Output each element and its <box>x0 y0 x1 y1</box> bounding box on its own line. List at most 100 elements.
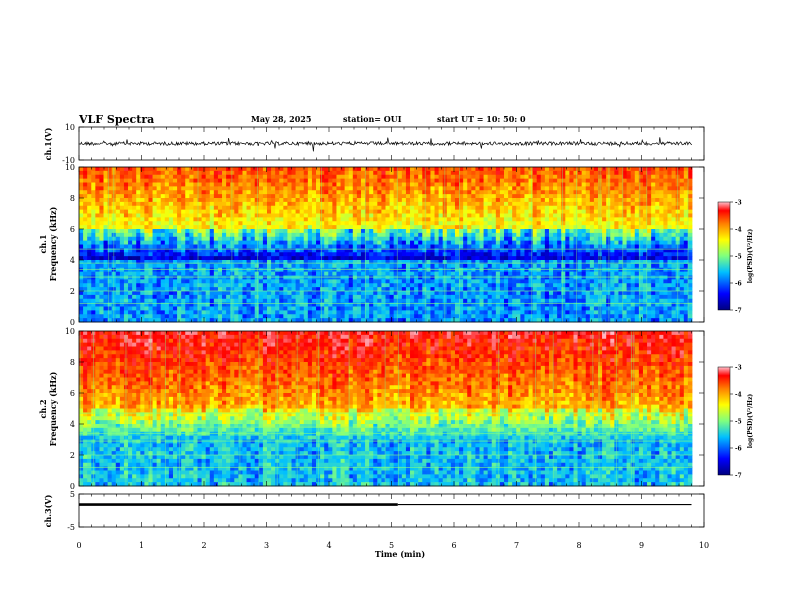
spectrogram-cell <box>385 298 390 304</box>
spectrogram-cell <box>397 209 403 214</box>
spectrogram-cell <box>557 186 562 191</box>
spectrogram-cell <box>316 194 321 199</box>
spectrogram-cell <box>205 225 211 230</box>
spectrogram-cell <box>103 186 109 191</box>
spectrogram-cell <box>569 260 574 265</box>
spectrogram-cell <box>336 256 341 261</box>
spectrogram-cell <box>434 283 440 288</box>
spectrogram-cell <box>487 167 493 172</box>
spectrogram-cell <box>271 267 276 273</box>
spectrogram-cell <box>508 240 513 245</box>
spectrogram-cell <box>569 256 574 261</box>
spectrogram-cell <box>475 283 480 288</box>
spectrogram-cell <box>532 302 538 307</box>
spectrogram-cell <box>528 190 534 195</box>
spectrogram-cell <box>119 302 125 307</box>
spectrogram-cell <box>328 314 333 319</box>
spectrogram-cell <box>487 287 493 292</box>
spectrogram-cell <box>238 201 243 207</box>
spectrogram-cell <box>95 190 100 195</box>
spectrogram-cell <box>307 244 313 249</box>
spectrogram-cell <box>389 298 395 304</box>
spectrogram-cell <box>217 190 223 195</box>
spectrogram-cell <box>467 252 472 257</box>
spectrogram-cell <box>156 256 162 261</box>
spectrogram-cell <box>250 167 256 172</box>
spectrogram-cell <box>287 310 292 315</box>
spectrogram-cell <box>491 205 497 211</box>
spectrogram-cell <box>532 279 538 284</box>
spectrogram-cell <box>291 263 296 269</box>
spectrogram-cell <box>483 318 489 323</box>
spectrogram-cell <box>385 260 390 265</box>
spectrogram-cell <box>483 174 489 180</box>
spectrogram-cell <box>352 205 358 211</box>
spectrogram-cell <box>262 287 268 292</box>
spectrogram-cell <box>479 248 484 253</box>
spectrogram-cell <box>499 302 505 307</box>
spectrogram-cell <box>479 229 484 234</box>
spectrogram-cell <box>316 244 321 249</box>
spectrogram-cell <box>246 213 252 218</box>
spectrogram-cell <box>168 291 174 296</box>
spectrogram-cell <box>213 306 219 311</box>
spectrogram-cell <box>536 260 542 265</box>
spectrogram-cell <box>140 294 145 300</box>
spectrogram-cell <box>483 314 489 319</box>
spectrogram-cell <box>471 302 476 307</box>
spectrogram-cell <box>311 287 317 292</box>
spectrogram-cell <box>508 294 513 300</box>
spectrogram-cell <box>156 186 162 191</box>
spectrogram-cell <box>303 198 309 203</box>
spectrogram-cell <box>565 182 570 187</box>
spectrogram-cell <box>148 275 153 280</box>
spectrogram-cell <box>95 275 100 280</box>
spectrogram-cell <box>136 186 141 191</box>
spectrogram-cell <box>512 178 517 183</box>
spectrogram-cell <box>209 209 215 214</box>
spectrogram-cell <box>463 244 468 249</box>
spectrogram-cell <box>520 205 525 211</box>
spectrogram-cell <box>320 244 325 249</box>
spectrogram-cell <box>213 279 219 284</box>
spectrogram-cell <box>189 240 194 245</box>
spectrogram-cell <box>234 236 239 242</box>
spectrogram-cell <box>271 182 276 187</box>
spectrogram-cell <box>103 201 109 207</box>
spectrogram-cell <box>95 186 100 191</box>
spectrogram-cell <box>418 217 423 222</box>
spectrogram-cell <box>132 194 137 199</box>
spectrogram-cell <box>401 225 407 230</box>
spectrogram-cell <box>238 306 243 311</box>
spectrogram-cell <box>156 310 162 315</box>
spectrogram-cell <box>148 194 153 199</box>
spectrogram-cell <box>266 205 272 211</box>
spectrogram-cell <box>119 279 125 284</box>
spectrogram-cell <box>160 225 166 230</box>
spectrogram-cell <box>262 263 268 269</box>
spectrogram-cell <box>373 287 378 292</box>
spectrogram-cell <box>213 170 219 176</box>
spectrogram-cell <box>209 232 215 238</box>
spectrogram-cell <box>226 174 231 180</box>
spectrogram-cell <box>471 209 476 214</box>
spectrogram-cell <box>128 221 133 226</box>
spectrogram-cell <box>254 314 260 319</box>
spectrogram-cell <box>205 271 211 276</box>
spectrogram-cell <box>307 294 313 300</box>
spectrogram-cell <box>365 225 370 230</box>
spectrogram-cell <box>573 283 578 288</box>
spectrogram-cell <box>385 186 390 191</box>
spectrogram-cell <box>561 240 566 245</box>
spectrogram-cell <box>487 318 493 323</box>
spectrogram-cell <box>246 209 252 214</box>
spectrogram-cell <box>87 302 92 307</box>
spectrogram-cell <box>401 178 407 183</box>
spectrogram-cell <box>164 167 170 172</box>
spectrogram-cell <box>287 302 292 307</box>
spectrogram-cell <box>262 291 268 296</box>
spectrogram-cell <box>103 263 109 269</box>
spectrogram-cell <box>438 244 444 249</box>
spectrogram-cell <box>369 213 374 218</box>
spectrogram-cell <box>389 213 395 218</box>
